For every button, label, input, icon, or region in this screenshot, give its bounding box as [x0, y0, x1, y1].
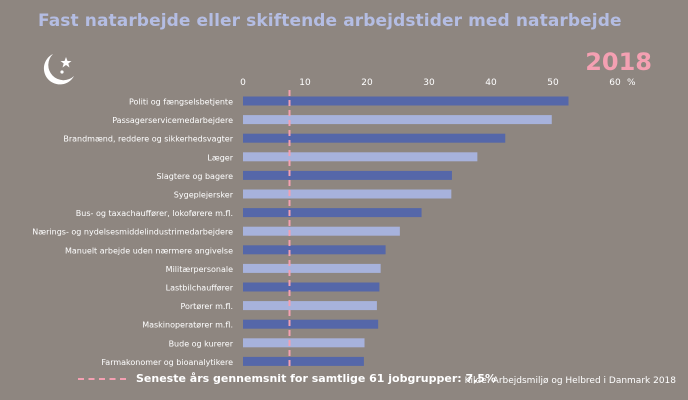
category-label: Bude og kurerer	[169, 339, 234, 348]
legend-label: Seneste års gennemsnit for samtlige 61 j…	[136, 372, 496, 385]
category-label: Politi og fængselsbetjente	[129, 98, 233, 107]
x-tick-label: 50	[547, 78, 559, 88]
bar	[243, 170, 452, 180]
x-unit-label: %	[627, 78, 636, 88]
x-tick-label: 20	[361, 78, 373, 88]
category-label: Militærpersonale	[166, 265, 233, 274]
bar	[243, 356, 364, 366]
category-label: Nærings- og nydelsesmiddelindustrimedarb…	[32, 228, 233, 237]
bar	[243, 208, 422, 218]
bar	[243, 319, 379, 329]
category-label: Farmakonomer og bioanalytikere	[101, 358, 233, 367]
reference-line-swatch	[78, 377, 126, 380]
x-tick-label: 30	[423, 78, 435, 88]
bar	[243, 338, 365, 348]
x-tick-label: 60	[609, 78, 621, 88]
bar	[243, 115, 552, 125]
bar	[243, 226, 400, 236]
category-label: Passagerservicemedarbejdere	[112, 116, 233, 125]
category-label: Slagtere og bagere	[157, 172, 234, 181]
legend: Seneste års gennemsnit for samtlige 61 j…	[78, 372, 496, 385]
bar	[243, 133, 506, 143]
bar	[243, 245, 386, 255]
x-tick-label: 10	[299, 78, 311, 88]
category-label: Brandmænd, reddere og sikkerhedsvagter	[63, 135, 233, 144]
chart-title: Fast natarbejde eller skiftende arbejdst…	[38, 11, 622, 31]
year-label: 2018	[585, 48, 652, 76]
bar	[243, 282, 380, 292]
category-label: Lastbilchauffører	[166, 284, 234, 293]
x-tick-label: 40	[485, 78, 497, 88]
bar	[243, 263, 381, 273]
bar	[243, 189, 452, 199]
category-label: Manuelt arbejde uden nærmere angivelse	[65, 246, 233, 255]
category-label: Læger	[207, 153, 233, 162]
bar	[243, 96, 569, 106]
moon-stars-icon	[43, 54, 74, 85]
category-label: Portører m.fl.	[180, 302, 233, 311]
category-label: Bus- og taxachauffører, lokoførere m.fl.	[76, 209, 233, 218]
bar	[243, 152, 478, 162]
x-tick-label: 0	[240, 78, 246, 88]
bar	[243, 301, 377, 311]
category-label: Sygeplejersker	[174, 191, 234, 200]
category-label: Maskinoperatører m.fl.	[142, 321, 233, 330]
source-note: Kilde: Arbejdsmiljø og Helbred i Danmark…	[464, 376, 676, 386]
